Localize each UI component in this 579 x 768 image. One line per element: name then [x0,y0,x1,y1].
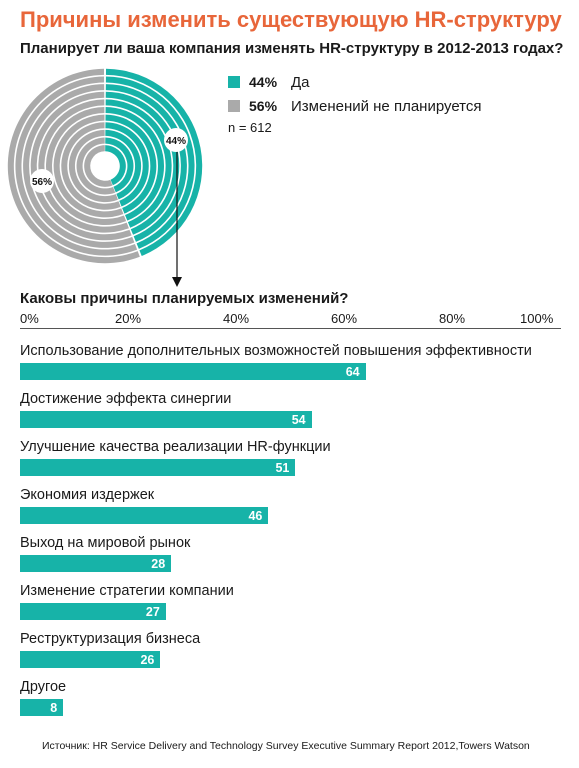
axis-line [20,328,561,329]
slice-yes-ring-5 [105,114,157,214]
slice-label-no: 56% [30,169,54,193]
bar-4: 28 [20,555,172,572]
slice-yes-ring-7 [105,99,172,228]
legend-label-no: Изменений не планируется [291,97,482,115]
bar-0: 64 [20,363,366,380]
slice-no-ring-2 [76,137,116,195]
bar-value-5: 27 [145,604,160,619]
bar-value-2: 51 [275,460,290,475]
bar-label-0: Использование дополнительных возможносте… [20,343,532,359]
bar-label-2: Улучшение качества реализации HR-функции [20,439,331,455]
slice-label-yes: 44% [164,128,188,152]
bar-1: 54 [20,411,312,428]
slice-yes-ring-1 [105,145,126,186]
sample-size: n = 612 [228,120,272,135]
bar-5: 27 [20,603,166,620]
legend-pct-no: 56% [249,98,278,114]
legend-pct-yes: 44% [249,74,278,90]
axis-tick-4: 80% [438,311,466,326]
bar-question: Каковы причины планируемых изменений? [20,290,349,307]
bar-label-3: Экономия издержек [20,487,155,503]
bar-7: 8 [20,699,64,716]
slice-yes-ring-4 [105,122,149,207]
bar-label-7: Другое [20,679,67,695]
bar-value-3: 46 [248,508,263,523]
legend-item-no: 56% Изменений не планируется [228,94,482,118]
legend-item-yes: 44% Да [228,70,482,94]
slice-label-no-text: 56% [32,177,52,188]
chart-title: Причины изменить существующую HR-структу… [20,7,562,32]
axis-tick-0: 0% [20,311,39,326]
pie-legend: 44% Да 56% Изменений не планируется [228,70,482,118]
bar-value-0: 64 [345,364,360,379]
bar-label-6: Реструктуризация бизнеса [20,631,201,647]
bar-label-5: Изменение стратегии компании [20,583,234,599]
axis-tick-1: 20% [114,311,142,326]
slice-no-ring-1 [84,145,113,187]
axis-tick-2: 40% [222,311,250,326]
pie-question: Планирует ли ваша компания изменять HR-с… [20,40,564,57]
donut-chart: 44% 56% [7,68,203,287]
axis-tick-5: 100% [520,311,554,326]
axis-tick-3: 60% [330,311,358,326]
slice-yes-ring-2 [105,137,134,193]
legend-label-yes: Да [291,73,310,91]
bar-label-1: Достижение эффекта синергии [20,391,232,407]
bar-label-4: Выход на мировой рынок [20,535,191,551]
bar-value-6: 26 [140,652,155,667]
bar-value-1: 54 [291,412,306,427]
bar-2: 51 [20,459,296,476]
donut-rings [7,68,203,264]
slice-label-yes-text: 44% [166,136,186,147]
bar-3: 46 [20,507,269,524]
legend-swatch-gray [228,100,240,112]
bar-value-7: 8 [50,700,58,715]
legend-swatch-teal [228,76,240,88]
callout-arrow-head [172,277,182,287]
slice-yes-ring-3 [105,129,142,200]
bar-6: 26 [20,651,161,668]
source-note: Источник: HR Service Delivery and Techno… [42,740,530,752]
bar-value-4: 28 [151,556,166,571]
slice-yes-ring-6 [105,106,165,221]
